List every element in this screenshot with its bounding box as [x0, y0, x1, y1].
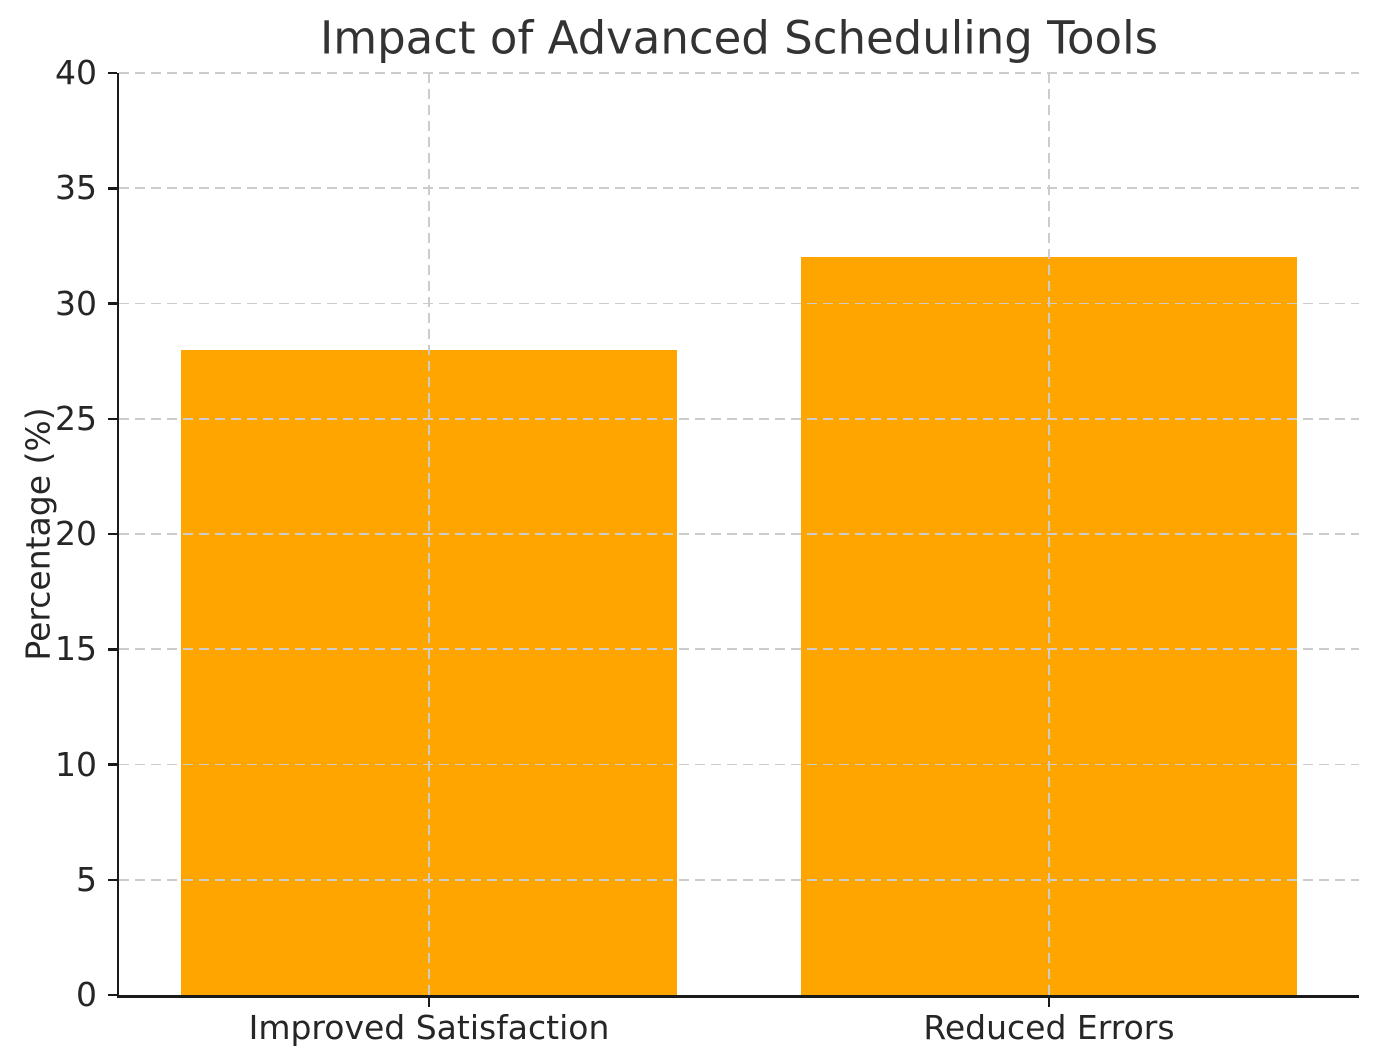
y-tick-label: 20	[55, 514, 97, 553]
y-tick-mark	[107, 187, 117, 190]
y-tick-label: 15	[55, 629, 97, 669]
chart-title: Impact of Advanced Scheduling Tools	[319, 11, 1159, 65]
h-gridline	[119, 533, 1359, 535]
y-tick-mark	[107, 993, 117, 997]
x-tick-mark	[1047, 998, 1051, 1007]
x-tick-label: Reduced Errors	[923, 1008, 1175, 1047]
x-tick-mark	[427, 998, 431, 1007]
y-tick-label: 0	[76, 975, 97, 1014]
y-tick-mark	[107, 532, 117, 536]
y-tick-label: 30	[55, 283, 97, 323]
y-tick-mark	[107, 763, 117, 766]
y-tick-label: 5	[76, 859, 97, 899]
h-gridline	[119, 417, 1359, 420]
y-tick-mark	[107, 417, 117, 420]
v-gridline	[428, 73, 430, 995]
x-tick-label: Improved Satisfaction	[248, 1008, 610, 1047]
y-tick-mark	[107, 878, 117, 881]
h-gridline	[119, 187, 1359, 190]
v-gridline	[1048, 73, 1050, 995]
y-tick-label: 25	[55, 398, 97, 438]
y-tick-label: 35	[55, 168, 97, 208]
y-tick-label: 10	[55, 744, 97, 784]
y-tick-mark	[107, 302, 117, 305]
y-tick-mark	[107, 71, 117, 75]
h-gridline	[119, 72, 1359, 74]
h-gridline	[119, 302, 1359, 305]
h-gridline	[119, 763, 1359, 766]
y-tick-label: 40	[55, 53, 97, 92]
y-tick-mark	[107, 648, 117, 651]
h-gridline	[119, 878, 1359, 881]
plot-area: 0 5 10 15 20 25 30 35 40 Improved Satisfaction Red…	[55, 53, 1359, 1047]
h-gridline	[119, 648, 1359, 651]
